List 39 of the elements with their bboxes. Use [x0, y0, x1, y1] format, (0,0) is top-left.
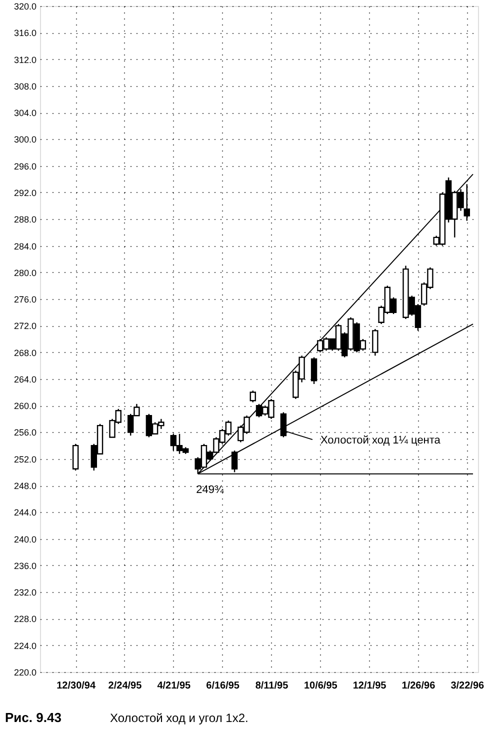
y-tick-label: 312.0: [14, 54, 36, 65]
x-tick-label: 4/21/95: [157, 680, 192, 692]
y-tick-label: 316.0: [14, 28, 36, 38]
y-tick-label: 264.0: [14, 374, 36, 384]
x-tick-label: 12/1/95: [352, 680, 387, 692]
text: Холостой ход и угол 1x2.: [110, 711, 248, 725]
y-tick-label: 272.0: [14, 321, 36, 332]
y-tick-label: 308.0: [14, 81, 36, 92]
y-tick-label: 256.0: [14, 428, 36, 438]
x-tick-label: 2/24/95: [108, 680, 142, 692]
x-tick-label: 10/6/95: [304, 680, 338, 692]
y-tick-label: 232.0: [14, 588, 36, 598]
x-tick-label: 6/16/95: [206, 680, 240, 692]
y-tick-label: 284.0: [14, 241, 36, 252]
y-tick-label: 268.0: [14, 348, 36, 358]
x-tick-label: 1/26/96: [402, 680, 436, 692]
x-tick-label: 12/30/94: [56, 680, 96, 692]
y-tick-label: 248.0: [14, 481, 36, 492]
x-tick-label: 8/11/95: [255, 680, 289, 692]
y-tick-label: 276.0: [14, 294, 36, 305]
y-tick-label: 224.0: [14, 640, 36, 651]
annotation: 249¾: [196, 484, 224, 496]
y-tick-label: 296.0: [14, 161, 36, 172]
y-tick-label: 300.0: [14, 134, 36, 145]
x-tick-label: 3/22/96: [450, 680, 484, 692]
y-tick-label: 292.0: [14, 188, 36, 198]
annotation: Холостой ход 1¼ цента: [320, 434, 442, 447]
y-tick-label: 228.0: [14, 614, 36, 624]
y-tick-label: 220.0: [14, 668, 36, 678]
y-tick-label: 252.0: [14, 454, 36, 464]
y-tick-label: 236.0: [14, 560, 36, 571]
y-tick-label: 288.0: [14, 214, 36, 225]
y-tick-label: 304.0: [14, 108, 36, 118]
y-tick-label: 260.0: [14, 401, 36, 412]
text: Рис. 9.43: [5, 710, 62, 725]
y-tick-label: 280.0: [14, 268, 36, 278]
y-tick-label: 240.0: [14, 534, 36, 544]
y-tick-label: 244.0: [14, 508, 36, 518]
y-tick-label: 320.0: [14, 2, 36, 12]
